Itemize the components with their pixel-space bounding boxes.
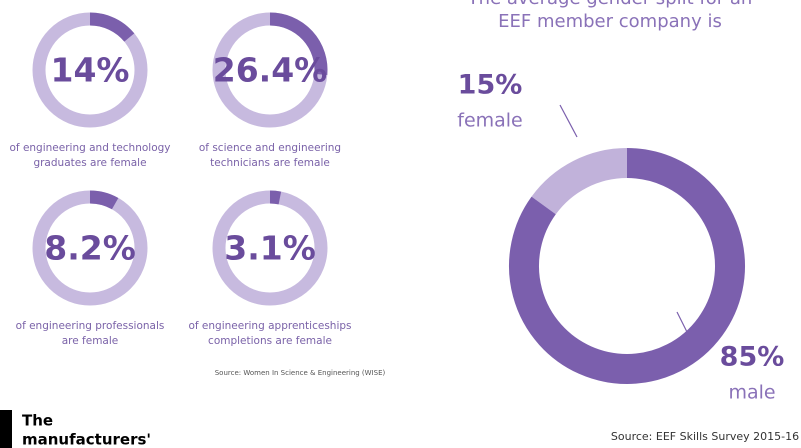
- caption: completions are female: [208, 335, 332, 347]
- value-label: 15%: [458, 70, 523, 101]
- caption: of engineering apprenticeships: [188, 320, 351, 332]
- caption: graduates are female: [33, 157, 146, 169]
- chart-title: EEF member company is: [498, 11, 722, 32]
- source-right: Source: EEF Skills Survey 2015-16: [611, 430, 799, 443]
- leader-line: [559, 104, 578, 138]
- value-label: 85%: [720, 342, 785, 373]
- value-label: 14%: [51, 51, 130, 90]
- category-label: female: [457, 110, 523, 132]
- donut-segment: [509, 148, 745, 384]
- chart-title: The average gender split for an: [467, 0, 753, 9]
- logo-text: manufacturers': [22, 431, 151, 448]
- donut-arc: [89, 12, 135, 42]
- caption: technicians are female: [210, 157, 330, 169]
- donut-arc: [269, 190, 282, 205]
- caption: of engineering and technology: [9, 142, 170, 154]
- logo-mark: [0, 410, 12, 448]
- value-label: 8.2%: [44, 229, 136, 268]
- donut-arc: [269, 12, 328, 76]
- value-label: 26.4%: [213, 51, 328, 90]
- caption: of engineering professionals: [16, 320, 165, 332]
- category-label: male: [728, 382, 775, 404]
- source-left: Source: Women In Science & Engineering (…: [215, 369, 386, 377]
- value-label: 3.1%: [224, 229, 316, 268]
- donut-arc: [89, 190, 119, 210]
- caption: are female: [62, 335, 119, 347]
- caption: of science and engineering: [199, 142, 341, 154]
- donut-segment: [531, 148, 628, 215]
- logo-text: The: [22, 412, 53, 430]
